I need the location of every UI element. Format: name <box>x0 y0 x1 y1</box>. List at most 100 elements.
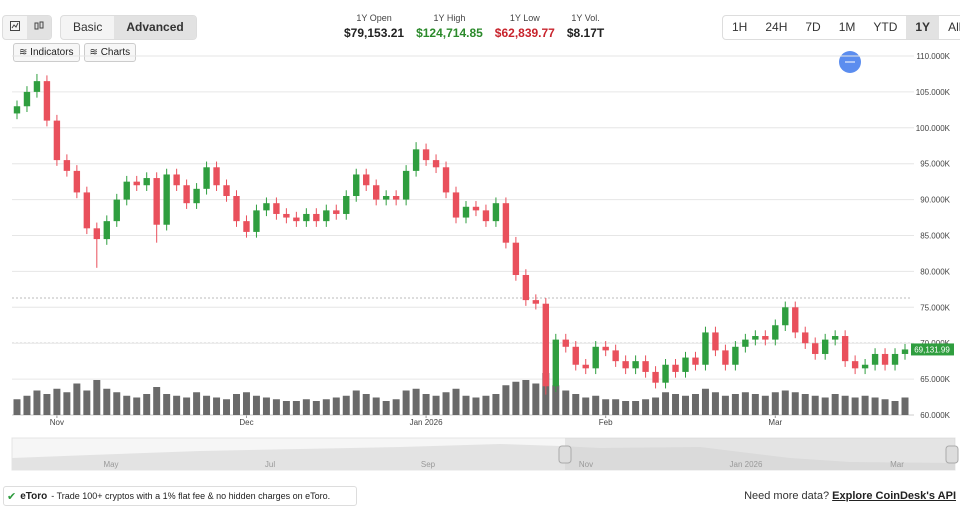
volume-bar <box>502 385 510 415</box>
volume-bar <box>262 397 270 415</box>
volume-bar <box>312 401 320 415</box>
range-button[interactable]: All <box>948 20 960 34</box>
candle-body <box>891 353 899 365</box>
candle-body <box>682 357 689 372</box>
volume-bar <box>442 392 450 415</box>
candle-body <box>382 196 390 200</box>
volume-bar <box>193 392 201 415</box>
volume-bar <box>562 390 570 415</box>
candle-body <box>592 346 599 369</box>
range-button[interactable]: 1Y <box>906 16 940 39</box>
candle-body <box>442 167 450 193</box>
volume-bar <box>462 395 470 415</box>
volume-bar <box>602 399 610 415</box>
line-style-button[interactable] <box>3 16 27 39</box>
y-tick-label: 110.000K <box>916 52 950 61</box>
candle-body <box>901 349 909 354</box>
candle-body <box>812 343 819 354</box>
volume-bar <box>272 399 280 415</box>
volume-bar <box>851 397 859 415</box>
volume-bar <box>632 401 640 415</box>
volume-bar <box>881 399 889 415</box>
candle-body <box>313 213 320 222</box>
api-link[interactable]: Explore CoinDesk's API <box>832 490 956 502</box>
candle-body <box>283 213 290 218</box>
stat-value: $62,839.77 <box>494 26 555 40</box>
candle-body <box>652 371 659 383</box>
candle-style-button[interactable] <box>27 16 51 39</box>
candle-body <box>452 192 460 218</box>
chart-style-switch[interactable] <box>2 15 52 40</box>
range-button[interactable]: YTD <box>873 20 898 34</box>
last-price-badge <box>911 343 954 356</box>
volume-bar <box>302 399 310 415</box>
y-tick-label: 105.000K <box>916 88 951 97</box>
promo-banner[interactable]: ✔ eToro - Trade 100+ cryptos with a 1% f… <box>3 486 357 506</box>
y-tick-label: 90.000K <box>920 196 950 205</box>
volume-bar <box>791 392 799 415</box>
y-tick-label: 75.000K <box>920 303 950 312</box>
candle-body <box>402 170 410 200</box>
indicators-button[interactable]: ≋ Indicators <box>13 43 80 62</box>
range-button[interactable]: 1M <box>838 20 856 34</box>
range-button[interactable]: 7D <box>805 20 821 34</box>
volume-bar <box>332 397 340 415</box>
candle-body <box>831 336 839 340</box>
candle-body <box>472 206 480 211</box>
stat-value: $124,714.85 <box>416 26 483 40</box>
x-tick-label: Feb <box>599 418 613 427</box>
volume-bar <box>901 397 909 415</box>
volume-bar <box>492 394 500 415</box>
candle-body <box>722 350 729 365</box>
y-tick-label: 65.000K <box>920 375 950 384</box>
candle-body <box>133 181 140 186</box>
candle-body <box>712 332 719 351</box>
candle-body <box>742 339 749 347</box>
volume-bar <box>352 390 360 415</box>
mode-button[interactable]: Advanced <box>114 16 196 39</box>
volume-bar <box>392 399 400 415</box>
button-label: Indicators <box>30 47 74 58</box>
candle-body <box>392 196 400 200</box>
candle-body <box>323 210 330 222</box>
candle-body <box>572 346 579 365</box>
volume-bar <box>642 399 650 415</box>
stat-label: 1Y Low <box>509 13 540 23</box>
y-tick-label: 100.000K <box>916 124 951 133</box>
stat-label: 1Y Vol. <box>571 13 600 23</box>
range-button[interactable]: 1H <box>732 20 748 34</box>
candle-body <box>602 346 609 351</box>
candle-body <box>353 174 360 197</box>
volume-bar <box>33 390 41 415</box>
volume-bar <box>652 397 660 415</box>
volume-bar <box>203 395 211 415</box>
candle-body <box>263 203 270 211</box>
mode-switch[interactable]: Basic Advanced <box>60 15 197 40</box>
candle-body <box>432 160 440 168</box>
volume-bar <box>322 399 330 415</box>
navigator-selection[interactable] <box>565 438 955 470</box>
charts-button[interactable]: ≋ Charts <box>83 43 137 62</box>
candle-body <box>692 357 699 365</box>
candle-body <box>73 170 81 193</box>
range-button[interactable]: 24H <box>765 20 788 34</box>
candle-body <box>213 167 220 186</box>
candle-body <box>113 199 120 222</box>
candle-body <box>153 178 160 225</box>
candle-body <box>143 178 150 186</box>
navigator-handle[interactable] <box>558 445 572 464</box>
range-switch[interactable]: 1H 24H 7D 1M YTD 1Y All <box>722 15 960 40</box>
volume-bar <box>153 387 161 415</box>
candle-body <box>123 181 130 200</box>
volume-bar <box>512 381 520 415</box>
stat: 1Y Low $62,839.77 <box>495 13 555 40</box>
candle-body <box>772 325 779 340</box>
navigator-handle[interactable] <box>945 445 959 464</box>
volume-bar <box>682 395 689 415</box>
candle-body <box>363 174 370 186</box>
candle-body <box>492 203 500 222</box>
candle-body <box>802 332 809 344</box>
candle-body <box>412 149 420 171</box>
mode-button[interactable]: Basic <box>73 20 103 34</box>
volume-bar <box>771 392 779 415</box>
